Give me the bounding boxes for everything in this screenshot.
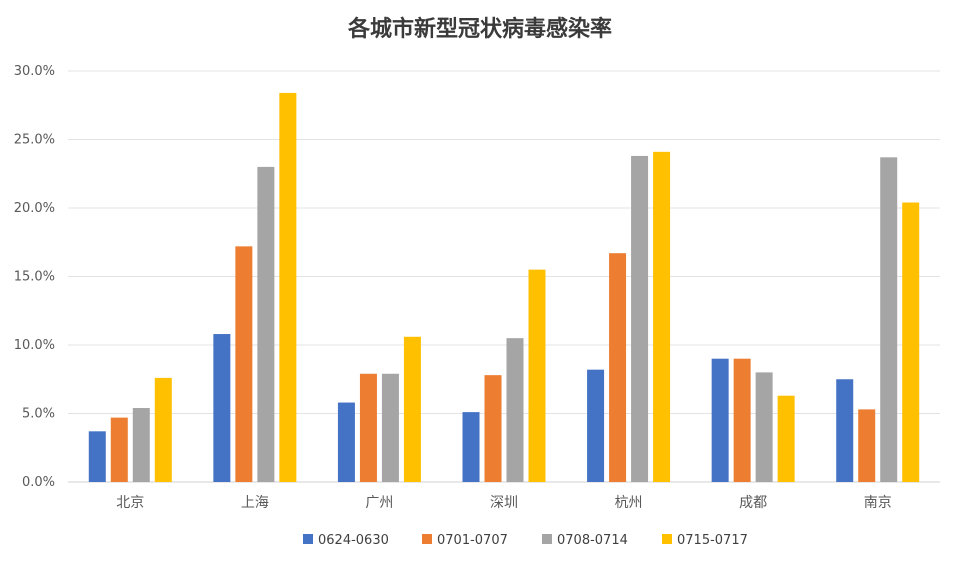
bar <box>381 373 399 482</box>
bar <box>777 395 795 482</box>
bar <box>484 375 502 482</box>
bar <box>653 151 671 482</box>
bar <box>213 334 231 482</box>
x-tick-label: 北京 <box>116 495 144 511</box>
x-tick-label: 深圳 <box>490 495 518 511</box>
y-tick-label: 25.0% <box>14 133 55 148</box>
y-axis-ticks: 0.0% 5.0% 10.0% 15.0% 20.0% 25.0% 30.0% <box>14 64 55 490</box>
bar <box>88 431 106 482</box>
bar <box>902 202 920 482</box>
y-tick-label: 20.0% <box>14 201 55 216</box>
bar <box>235 246 253 482</box>
legend-label: 0701-0707 <box>437 533 508 548</box>
bar <box>110 417 128 482</box>
bar <box>359 373 377 482</box>
bar <box>154 377 172 482</box>
bar <box>403 336 421 482</box>
bar <box>631 155 649 482</box>
x-tick-label: 成都 <box>739 495 767 511</box>
y-tick-label: 0.0% <box>22 475 55 490</box>
y-tick-label: 5.0% <box>22 407 55 422</box>
bar <box>528 269 546 482</box>
x-tick-label: 上海 <box>241 495 269 511</box>
legend-label: 0708-0714 <box>557 533 628 548</box>
x-tick-label: 杭州 <box>615 495 643 511</box>
legend-item: 0708-0714 <box>542 533 628 548</box>
y-tick-label: 30.0% <box>14 64 55 79</box>
bar <box>257 166 275 482</box>
x-tick-label: 广州 <box>365 495 393 511</box>
bar <box>132 408 150 482</box>
bar <box>279 92 297 483</box>
bars <box>88 92 920 483</box>
legend-swatch <box>662 534 672 544</box>
bar <box>755 372 773 482</box>
legend: 0624-0630 0701-0707 0708-0714 0715-0717 <box>303 533 748 548</box>
legend-item: 0701-0707 <box>422 533 508 548</box>
legend-swatch <box>542 534 552 544</box>
bar <box>462 412 480 482</box>
bar <box>506 338 524 482</box>
legend-swatch <box>303 534 313 544</box>
bar <box>337 402 355 482</box>
bar <box>733 358 751 482</box>
legend-label: 0715-0717 <box>677 533 748 548</box>
x-axis-labels: 北京 上海 广州 深圳 杭州 成都 南京 <box>116 495 891 511</box>
legend-label: 0624-0630 <box>318 533 389 548</box>
bar <box>711 358 729 482</box>
bar <box>858 409 876 482</box>
y-tick-label: 15.0% <box>14 270 55 285</box>
chart-title: 各城市新型冠状病毒感染率 <box>347 16 612 42</box>
bar <box>880 157 898 482</box>
bar <box>587 369 605 482</box>
y-tick-label: 10.0% <box>14 338 55 353</box>
legend-swatch <box>422 534 432 544</box>
legend-item: 0624-0630 <box>303 533 389 548</box>
legend-item: 0715-0717 <box>662 533 748 548</box>
bar <box>609 253 627 482</box>
gridlines <box>68 70 940 483</box>
x-tick-label: 南京 <box>864 495 892 511</box>
bar <box>836 379 854 482</box>
